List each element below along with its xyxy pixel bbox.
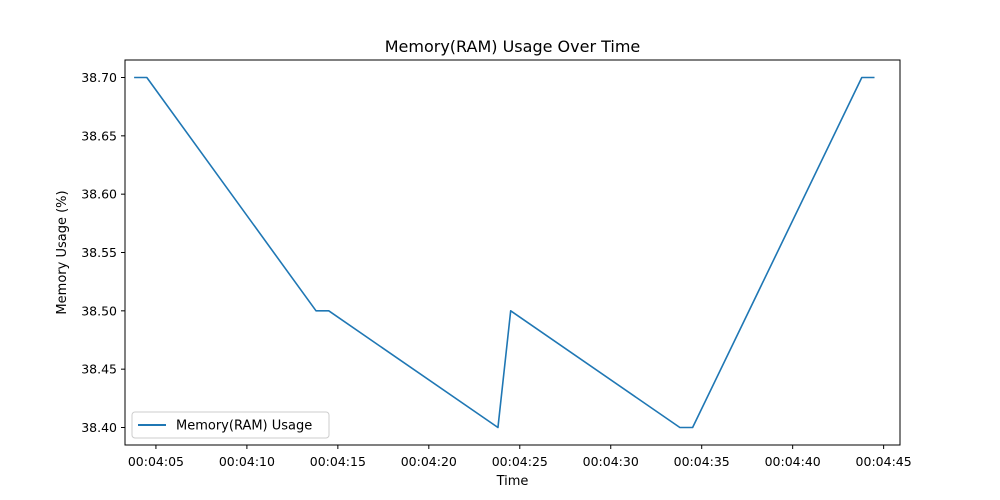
y-axis-ticks: 38.40 38.45 38.50 38.55 38.60 38.65 38.70: [81, 70, 125, 435]
x-axis-ticks: 00:04:05 00:04:10 00:04:15 00:04:20 00:04:25…: [128, 445, 912, 469]
legend-box: [131, 411, 330, 439]
x-tick-label: 00:04:45: [856, 454, 912, 469]
y-tick-label: 38.55: [81, 245, 117, 260]
y-tick-label: 38.45: [81, 362, 117, 377]
y-axis-label: Memory Usage (%): [55, 190, 70, 314]
series-layer: [134, 76, 875, 429]
x-tick-label: 00:04:40: [765, 454, 821, 469]
x-tick-label: 00:04:35: [674, 454, 730, 469]
chart-title: Memory(RAM) Usage Over Time: [385, 37, 641, 56]
x-tick-label: 00:04:30: [583, 454, 639, 469]
x-tick-label: 00:04:15: [310, 454, 366, 469]
y-tick-label: 38.65: [81, 128, 117, 143]
legend: Memory(RAM) Usage: [131, 411, 330, 439]
series-line-memory-usage: [134, 76, 875, 429]
y-tick-label: 38.40: [81, 420, 117, 435]
legend-label: Memory(RAM) Usage: [176, 419, 312, 434]
plot-frame: [124, 59, 901, 446]
x-tick-label: 00:04:10: [219, 454, 275, 469]
y-tick-label: 38.50: [81, 303, 117, 318]
x-tick-label: 00:04:20: [401, 454, 457, 469]
y-tick-label: 38.70: [81, 70, 117, 85]
x-tick-label: 00:04:05: [128, 454, 184, 469]
x-axis-label: Time: [496, 474, 529, 489]
y-tick-label: 38.60: [81, 187, 117, 202]
x-tick-label: 00:04:25: [492, 454, 548, 469]
